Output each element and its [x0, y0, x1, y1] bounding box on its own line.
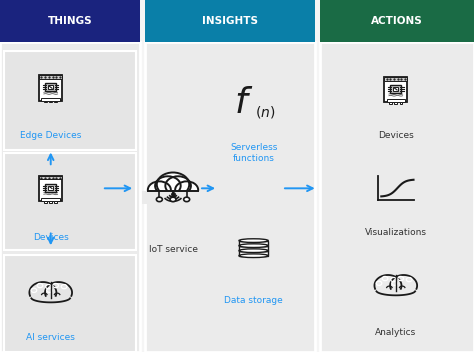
FancyBboxPatch shape: [0, 0, 140, 42]
FancyBboxPatch shape: [239, 246, 268, 251]
Text: ACTIONS: ACTIONS: [371, 16, 423, 26]
Text: Devices: Devices: [33, 233, 69, 242]
FancyBboxPatch shape: [145, 42, 315, 352]
Text: $(n)$: $(n)$: [255, 104, 276, 120]
FancyBboxPatch shape: [393, 87, 399, 91]
Circle shape: [183, 197, 190, 202]
FancyBboxPatch shape: [142, 191, 204, 204]
FancyBboxPatch shape: [394, 102, 397, 104]
FancyBboxPatch shape: [384, 77, 407, 81]
FancyBboxPatch shape: [39, 176, 62, 201]
Text: INSIGHTS: INSIGHTS: [202, 16, 258, 26]
FancyBboxPatch shape: [48, 186, 54, 190]
FancyBboxPatch shape: [48, 85, 54, 89]
FancyBboxPatch shape: [145, 0, 315, 42]
Text: IoT service: IoT service: [148, 245, 198, 254]
Ellipse shape: [239, 254, 268, 258]
FancyBboxPatch shape: [371, 291, 420, 300]
FancyBboxPatch shape: [239, 251, 268, 256]
FancyBboxPatch shape: [41, 98, 60, 101]
FancyBboxPatch shape: [0, 42, 140, 352]
FancyBboxPatch shape: [44, 101, 47, 102]
FancyBboxPatch shape: [320, 42, 474, 352]
Circle shape: [156, 197, 162, 202]
FancyBboxPatch shape: [49, 101, 52, 102]
FancyBboxPatch shape: [55, 101, 57, 102]
FancyBboxPatch shape: [39, 75, 62, 101]
FancyBboxPatch shape: [4, 51, 136, 150]
Ellipse shape: [239, 239, 268, 243]
Circle shape: [148, 181, 171, 199]
Text: THINGS: THINGS: [47, 16, 92, 26]
Text: Visualizations: Visualizations: [365, 228, 427, 237]
Text: Data storage: Data storage: [224, 296, 283, 306]
Ellipse shape: [239, 244, 268, 247]
FancyBboxPatch shape: [384, 77, 407, 102]
Text: AI services: AI services: [26, 333, 75, 342]
FancyBboxPatch shape: [45, 183, 56, 191]
FancyBboxPatch shape: [320, 0, 474, 42]
Text: Edge Devices: Edge Devices: [20, 131, 82, 140]
Ellipse shape: [239, 249, 268, 252]
FancyBboxPatch shape: [41, 198, 60, 201]
FancyBboxPatch shape: [49, 201, 52, 203]
FancyBboxPatch shape: [45, 83, 56, 91]
FancyBboxPatch shape: [389, 102, 392, 104]
FancyBboxPatch shape: [39, 75, 62, 79]
FancyBboxPatch shape: [239, 241, 268, 246]
FancyBboxPatch shape: [400, 102, 402, 104]
FancyBboxPatch shape: [55, 201, 57, 203]
FancyBboxPatch shape: [390, 85, 401, 93]
FancyBboxPatch shape: [26, 298, 75, 307]
Circle shape: [175, 181, 198, 199]
Circle shape: [157, 172, 189, 196]
Circle shape: [155, 176, 181, 195]
FancyBboxPatch shape: [386, 99, 405, 102]
Circle shape: [170, 197, 176, 202]
Text: Devices: Devices: [378, 131, 414, 140]
Text: $f$: $f$: [234, 86, 253, 120]
FancyBboxPatch shape: [39, 176, 62, 179]
Circle shape: [165, 176, 191, 195]
Text: Analytics: Analytics: [375, 328, 417, 337]
FancyBboxPatch shape: [4, 255, 136, 352]
Text: Serverless
functions: Serverless functions: [230, 143, 277, 163]
FancyBboxPatch shape: [44, 201, 47, 203]
FancyBboxPatch shape: [4, 153, 136, 250]
